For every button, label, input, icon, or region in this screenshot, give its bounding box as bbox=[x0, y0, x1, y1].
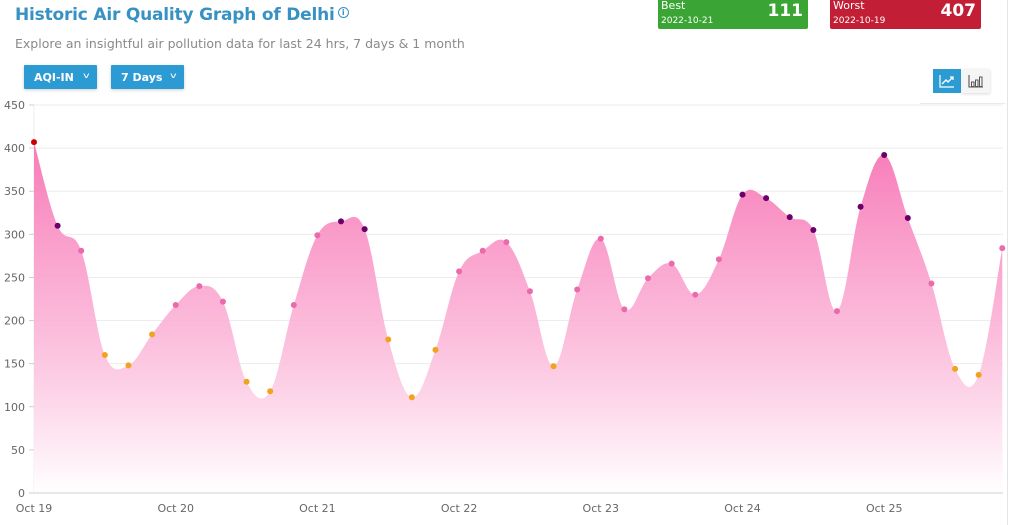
worst-value: 407 bbox=[940, 1, 977, 21]
svg-text:Oct 23: Oct 23 bbox=[583, 502, 620, 515]
data-point[interactable] bbox=[385, 336, 392, 343]
data-point[interactable] bbox=[267, 388, 274, 395]
page-title: Historic Air Quality Graph of Delhi i bbox=[15, 5, 349, 25]
svg-text:300: 300 bbox=[4, 228, 25, 241]
chevron-down-icon: v bbox=[83, 71, 90, 80]
svg-text:450: 450 bbox=[4, 99, 25, 112]
svg-text:0: 0 bbox=[18, 487, 25, 500]
panel-divider bbox=[1007, 0, 1008, 525]
data-point[interactable] bbox=[975, 371, 982, 378]
metric-dropdown[interactable]: AQI-IN v bbox=[24, 65, 97, 89]
svg-text:200: 200 bbox=[4, 315, 25, 328]
data-point[interactable] bbox=[101, 352, 108, 359]
data-point[interactable] bbox=[668, 260, 675, 267]
svg-text:250: 250 bbox=[4, 271, 25, 284]
aqi-area-chart[interactable]: 0 50 100 150 200 250 300 350 400 450 Oct 19 Oct 20… bbox=[0, 95, 1024, 525]
data-point[interactable] bbox=[172, 302, 179, 309]
aqi-area bbox=[34, 142, 1003, 493]
data-point[interactable] bbox=[31, 139, 37, 146]
y-axis: 0 50 100 150 200 250 300 350 400 450 bbox=[4, 99, 34, 500]
range-dropdown-label: 7 Days bbox=[121, 70, 163, 84]
worst-aqi-card: Worst 2022-10-19 407 bbox=[830, 0, 981, 29]
chevron-down-icon: v bbox=[170, 71, 177, 80]
metric-dropdown-label: AQI-IN bbox=[34, 70, 74, 84]
data-point[interactable] bbox=[526, 288, 533, 295]
range-dropdown[interactable]: 7 Days v bbox=[111, 65, 184, 89]
data-point[interactable] bbox=[810, 227, 817, 234]
data-point[interactable] bbox=[786, 214, 793, 221]
line-chart-toggle[interactable] bbox=[933, 69, 961, 93]
data-point[interactable] bbox=[503, 239, 510, 246]
svg-text:350: 350 bbox=[4, 185, 25, 198]
data-point[interactable] bbox=[574, 286, 581, 293]
svg-text:150: 150 bbox=[4, 358, 25, 371]
data-point[interactable] bbox=[952, 365, 959, 372]
best-value: 111 bbox=[767, 1, 804, 21]
data-point[interactable] bbox=[78, 247, 85, 254]
data-point[interactable] bbox=[408, 394, 415, 401]
best-date: 2022-10-21 bbox=[661, 16, 714, 26]
data-point[interactable] bbox=[597, 235, 604, 242]
worst-date: 2022-10-19 bbox=[833, 16, 886, 26]
svg-text:400: 400 bbox=[4, 142, 25, 155]
svg-text:100: 100 bbox=[4, 401, 25, 414]
data-point[interactable] bbox=[149, 331, 156, 338]
svg-text:Oct 20: Oct 20 bbox=[157, 502, 194, 515]
data-point[interactable] bbox=[999, 245, 1006, 252]
data-point[interactable] bbox=[739, 191, 746, 198]
svg-text:Oct 24: Oct 24 bbox=[724, 502, 761, 515]
data-point[interactable] bbox=[479, 247, 486, 254]
svg-text:50: 50 bbox=[11, 444, 25, 457]
data-point[interactable] bbox=[621, 306, 628, 313]
data-points[interactable] bbox=[31, 139, 1006, 401]
svg-text:Oct 21: Oct 21 bbox=[299, 502, 336, 515]
page-subtitle: Explore an insightful air pollution data… bbox=[15, 36, 465, 51]
data-point[interactable] bbox=[833, 308, 840, 315]
data-point[interactable] bbox=[715, 256, 722, 263]
data-point[interactable] bbox=[196, 283, 203, 290]
data-point[interactable] bbox=[314, 232, 321, 239]
data-point[interactable] bbox=[243, 378, 250, 385]
bar-chart-toggle[interactable] bbox=[962, 69, 990, 93]
data-point[interactable] bbox=[125, 362, 132, 369]
worst-label: Worst bbox=[833, 0, 865, 12]
bar-chart-icon bbox=[968, 75, 983, 88]
data-point[interactable] bbox=[928, 280, 935, 287]
best-aqi-card: Best 2022-10-21 111 bbox=[658, 0, 808, 29]
data-point[interactable] bbox=[763, 195, 770, 202]
line-chart-icon bbox=[939, 75, 954, 88]
data-point[interactable] bbox=[432, 346, 439, 353]
svg-text:Oct 22: Oct 22 bbox=[441, 502, 478, 515]
data-point[interactable] bbox=[881, 152, 888, 159]
data-point[interactable] bbox=[219, 298, 226, 305]
data-point[interactable] bbox=[54, 222, 61, 229]
data-point[interactable] bbox=[550, 363, 557, 370]
svg-text:Oct 19: Oct 19 bbox=[16, 502, 53, 515]
data-point[interactable] bbox=[456, 268, 463, 275]
data-point[interactable] bbox=[338, 218, 345, 225]
data-point[interactable] bbox=[361, 226, 368, 233]
info-circle-icon[interactable]: i bbox=[337, 7, 349, 18]
toolbar-divider bbox=[920, 103, 1005, 104]
best-label: Best bbox=[661, 0, 686, 12]
data-point[interactable] bbox=[645, 275, 652, 282]
x-axis: Oct 19 Oct 20 Oct 21 Oct 22 Oct 23 Oct 24 Oct … bbox=[16, 502, 903, 515]
data-point[interactable] bbox=[290, 302, 297, 309]
svg-text:Oct 25: Oct 25 bbox=[866, 502, 903, 515]
data-point[interactable] bbox=[904, 214, 911, 221]
data-point[interactable] bbox=[692, 291, 699, 298]
data-point[interactable] bbox=[857, 203, 864, 210]
